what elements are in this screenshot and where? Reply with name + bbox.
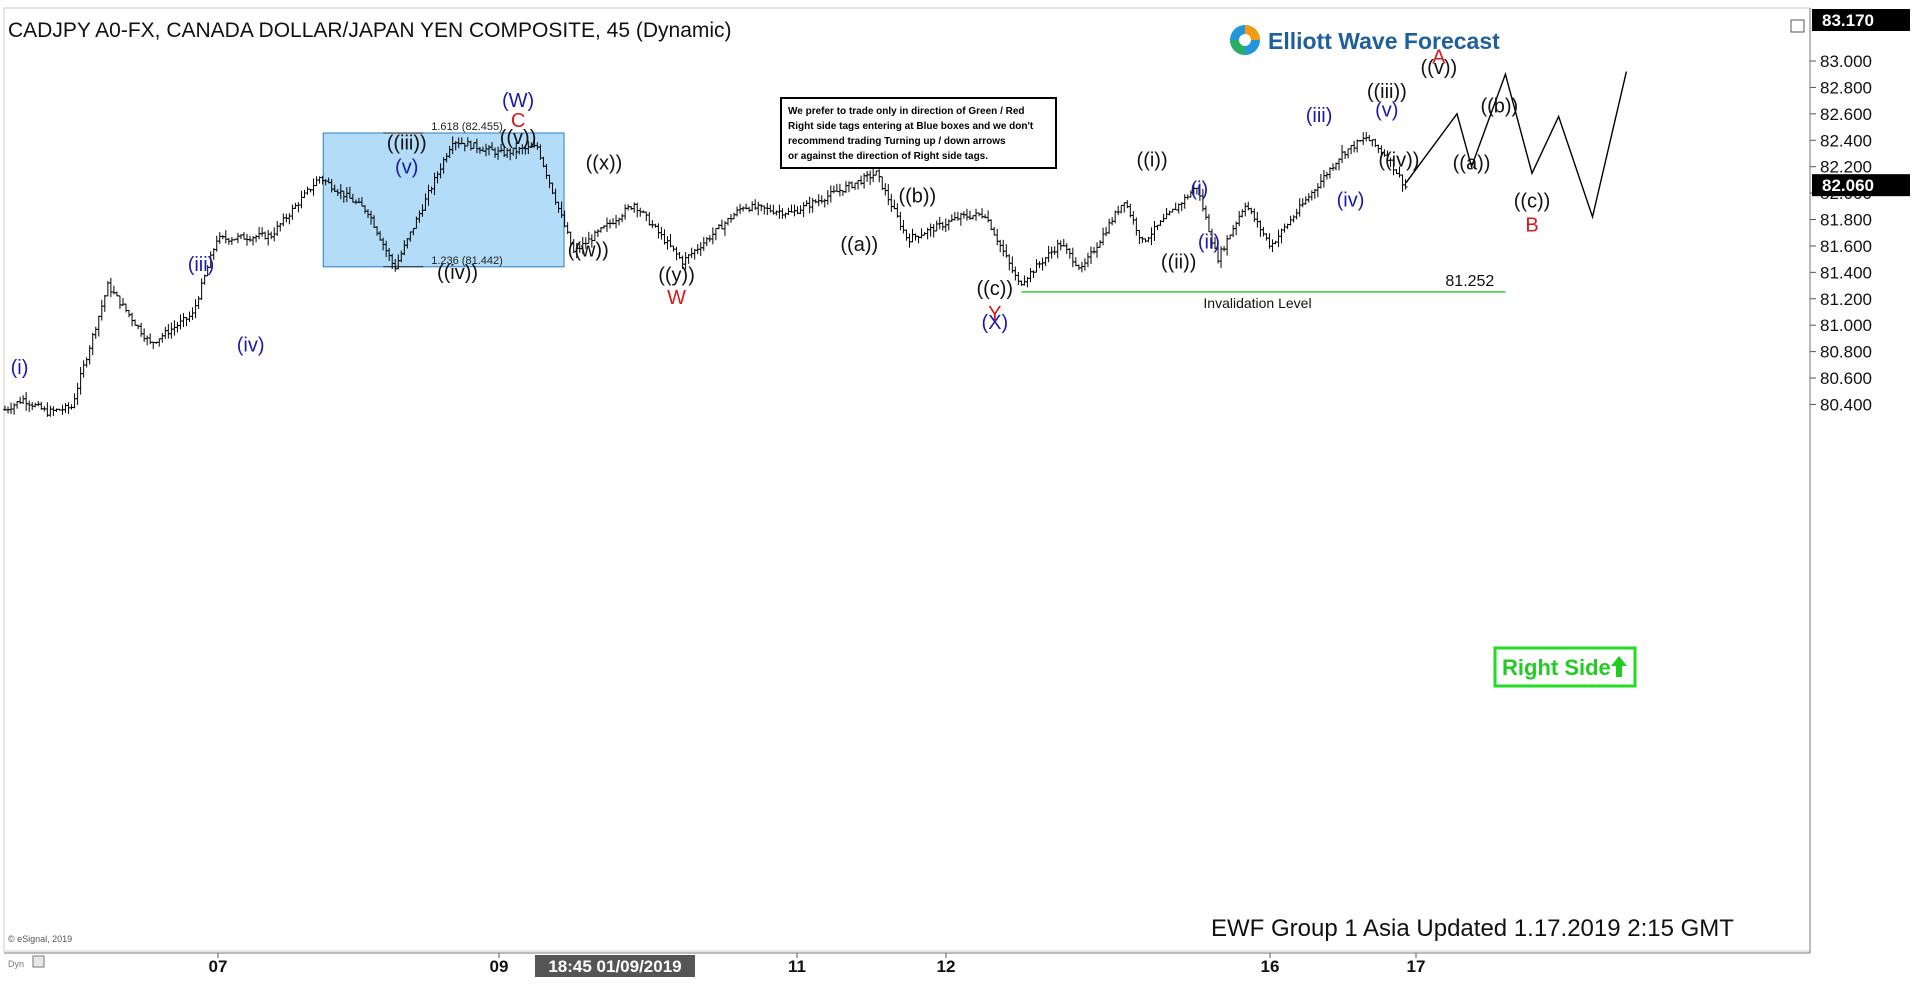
wave-label: ((i)) [1137, 150, 1168, 172]
trading-note: We prefer to trade only in direction of … [780, 97, 1057, 169]
note-line-3: recommend trading Turning up / down arro… [788, 136, 1006, 147]
wave-label: ((iv)) [437, 262, 478, 284]
wave-label: ((ii)) [1161, 251, 1197, 273]
wave-label: B [1525, 214, 1538, 236]
zoom-button[interactable] [32, 955, 45, 968]
ohlc-bars [3, 131, 1408, 417]
y-tick-label: 81.000 [1820, 316, 1872, 335]
y-tick-label: 81.400 [1820, 263, 1872, 282]
blue-box [322, 132, 565, 268]
ohlc-bar [1403, 179, 1408, 190]
y-tick-label: 81.600 [1820, 237, 1872, 256]
y-tick-label: 80.600 [1820, 369, 1872, 388]
wave-label: C [511, 110, 525, 132]
x-tick-label: 09 [490, 957, 509, 976]
corner-label: Dyn [8, 959, 24, 969]
maximize-icon[interactable] [1790, 19, 1805, 33]
wave-label: ((iii)) [1367, 81, 1407, 103]
update-stamp: EWF Group 1 Asia Updated 1.17.2019 2:15 … [1211, 915, 1734, 942]
wave-projection [1405, 71, 1628, 220]
y-tick-label: 82.800 [1820, 78, 1872, 97]
wave-label: ((b)) [1480, 96, 1518, 118]
wave-label: ((a)) [1453, 152, 1491, 174]
wave-label: ((b)) [898, 185, 936, 207]
top-price-tag [1812, 9, 1910, 31]
invalidation-value: 81.252 [1445, 273, 1494, 290]
wave-label: ((w)) [568, 240, 609, 262]
wave-label: (iii) [188, 254, 215, 276]
y-tick-label: 83.000 [1820, 52, 1872, 71]
fib-upper-label: 1.618 (82.455) [431, 121, 503, 133]
note-line-2: Right side tags entering at Blue boxes a… [788, 121, 1034, 132]
wave-label: ((v)) [500, 127, 537, 149]
price-axis: 80.400 80.600 80.800 81.000 81.200 81.400 81.6… [1810, 9, 1910, 414]
wave-label: ((iv)) [1378, 150, 1419, 172]
y-tick-label: 81.200 [1820, 290, 1872, 309]
x-tick-label: 16 [1261, 957, 1280, 976]
wave-label: W [667, 287, 686, 309]
wave-labels: (i)(iii)(iv)((iii))(v)((iv))(W)C((v))((x… [11, 47, 1551, 379]
time-axis: 07 09 11 12 16 17 18:45 01/09/2019 [209, 953, 1426, 977]
x-tick-label: 11 [788, 957, 806, 976]
right-side-label: Right Side [1502, 655, 1611, 680]
wave-label: (X) [981, 312, 1008, 334]
wave-label: (i) [11, 357, 29, 379]
blue-box-zone: 1.618 (82.455) 1.236 (81.442) [322, 121, 565, 268]
wave-label: (i) [1190, 179, 1208, 201]
note-line-1: We prefer to trade only in direction of … [788, 106, 1025, 117]
projection-line [1405, 71, 1628, 220]
logo-text: Elliott Wave Forecast [1268, 28, 1500, 54]
wave-label: ((x)) [586, 152, 623, 174]
invalidation-level: 81.252 Invalidation Level [1021, 273, 1506, 311]
wave-label: A [1432, 47, 1446, 69]
arrow-up-icon [1611, 656, 1627, 677]
x-tick-label: 17 [1407, 957, 1426, 976]
wave-label: (v) [395, 156, 418, 178]
wave-label: ((c)) [1514, 191, 1551, 213]
cursor-time-box [535, 955, 695, 977]
y-tick-label: 82.200 [1820, 158, 1872, 177]
last-price-tag [1812, 174, 1910, 197]
wave-label: (iv) [1337, 189, 1365, 211]
top-price-label: 83.170 [1822, 11, 1874, 30]
y-tick-label: 80.400 [1820, 395, 1872, 414]
x-tick-label: 07 [209, 957, 228, 976]
wave-label: (iii) [1306, 105, 1333, 127]
wave-label: ((v)) [1421, 57, 1458, 79]
y-tick-label: 82.600 [1820, 105, 1872, 124]
wave-label: ((c)) [976, 278, 1013, 300]
wave-label: (iv) [237, 335, 265, 357]
wave-label: (v) [1375, 99, 1398, 121]
wave-label: ((a)) [840, 234, 878, 256]
y-tick-label: 81.800 [1820, 211, 1872, 230]
wave-label: (W) [502, 90, 534, 112]
y-tick-label: 80.800 [1820, 343, 1872, 362]
wave-label: ((iii)) [387, 133, 427, 155]
last-price-label: 82.060 [1822, 176, 1874, 195]
right-side-tag: Right Side [1493, 646, 1637, 688]
x-tick-label: 12 [937, 957, 956, 976]
copyright: © eSignal, 2019 [8, 934, 72, 944]
note-line-4: or against the direction of Right side t… [788, 151, 988, 162]
cursor-time-label: 18:45 01/09/2019 [548, 957, 681, 976]
brand-logo: Elliott Wave Forecast [1230, 25, 1500, 55]
y-tick-label: 82.400 [1820, 131, 1872, 150]
wave-label: (ii) [1198, 232, 1220, 254]
chart-title: CADJPY A0-FX, CANADA DOLLAR/JAPAN YEN CO… [8, 19, 732, 42]
fib-lower-label: 1.236 (81.442) [431, 255, 503, 267]
wave-label: Y [988, 303, 1001, 325]
invalidation-text: Invalidation Level [1203, 295, 1311, 311]
wave-label: ((y)) [658, 265, 695, 287]
